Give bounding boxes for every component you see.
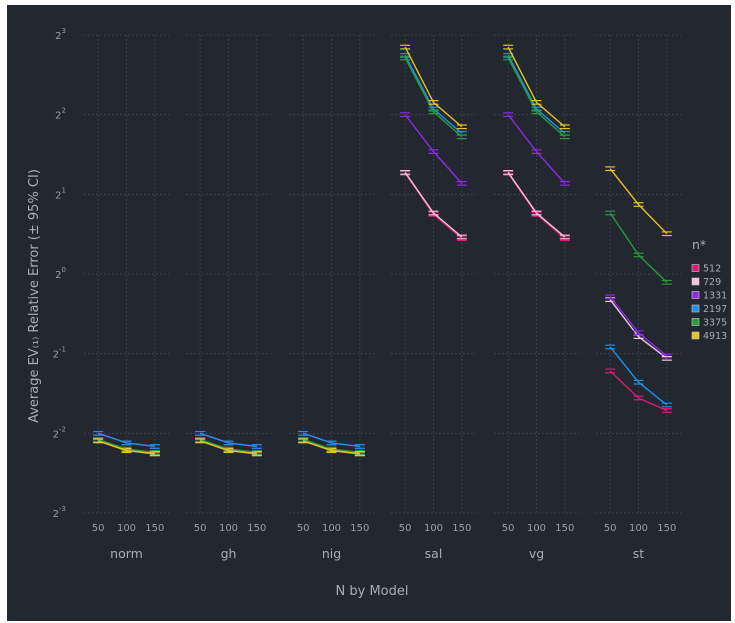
x-axis-title: N by Model bbox=[336, 584, 409, 599]
series-line-4913 bbox=[97, 440, 155, 455]
legend-title: n* bbox=[692, 237, 706, 252]
x-tick-label: 100 bbox=[629, 523, 648, 534]
x-tick-label: 150 bbox=[350, 523, 369, 534]
y-tick-label: 2-3 bbox=[53, 505, 66, 520]
x-tick-label: 100 bbox=[424, 523, 443, 534]
y-tick-label: 23 bbox=[55, 27, 66, 42]
series-line-4913 bbox=[302, 440, 360, 455]
legend-swatch-512 bbox=[691, 264, 700, 272]
series-line-4913 bbox=[404, 46, 463, 128]
x-tick-label: 100 bbox=[527, 523, 546, 534]
x-tick-label: 50 bbox=[92, 523, 105, 534]
series-line-729 bbox=[507, 172, 566, 238]
panel-label-norm: norm bbox=[110, 546, 143, 561]
x-tick-label: 150 bbox=[247, 523, 266, 534]
legend: n* 512 729 1331 2197 3375 4913 bbox=[691, 237, 727, 342]
x-tick-label: 50 bbox=[399, 523, 412, 534]
legend-swatch-729 bbox=[691, 277, 700, 286]
series-line-729 bbox=[404, 172, 463, 238]
series-line-2197 bbox=[609, 346, 668, 406]
series-line-1331 bbox=[609, 296, 668, 357]
series-line-4913 bbox=[507, 46, 566, 128]
y-tick-label: 2-2 bbox=[53, 425, 66, 440]
legend-swatch-3375 bbox=[691, 318, 700, 326]
x-tick-label: 100 bbox=[117, 523, 136, 534]
y-tick-label: 22 bbox=[55, 107, 66, 122]
panel-label-gh: gh bbox=[221, 546, 237, 561]
x-tick-label: 50 bbox=[502, 523, 515, 534]
legend-label-1331: 1331 bbox=[703, 291, 727, 302]
panel-label-sal: sal bbox=[425, 546, 443, 561]
series-marks bbox=[93, 44, 672, 457]
series-line-1331 bbox=[507, 114, 566, 184]
y-axis-title: Average EV₍₁₎ Relative Error (± 95% CI) bbox=[27, 169, 42, 423]
y-tick-label: 21 bbox=[55, 186, 66, 201]
series-line-2197 bbox=[507, 55, 566, 134]
legend-label-512: 512 bbox=[703, 264, 721, 275]
series-line-3375 bbox=[507, 57, 566, 138]
x-tick-label: 150 bbox=[657, 523, 676, 534]
series-line-512 bbox=[609, 370, 668, 412]
x-tick-label: 150 bbox=[452, 523, 471, 534]
series-line-2197 bbox=[97, 432, 155, 448]
x-tick-label: 150 bbox=[145, 523, 164, 534]
legend-swatch-4913 bbox=[691, 331, 700, 340]
axis-labels: 2-3 2-2 2-1 20 21 22 23 50 100 150 norm 50 100 150 gh 5… bbox=[53, 27, 677, 561]
panel-label-st: st bbox=[633, 546, 645, 561]
series-line-2197 bbox=[404, 55, 463, 134]
legend-label-2197: 2197 bbox=[703, 304, 727, 315]
legend-label-4913: 4913 bbox=[703, 331, 727, 342]
series-line-3375 bbox=[609, 212, 668, 283]
x-tick-label: 100 bbox=[322, 523, 341, 534]
series-line-2197 bbox=[302, 432, 360, 448]
series-line-1331 bbox=[404, 114, 463, 184]
panel-label-vg: vg bbox=[529, 546, 544, 561]
legend-swatch-1331 bbox=[691, 291, 700, 299]
x-tick-label: 150 bbox=[555, 523, 574, 534]
legend-label-3375: 3375 bbox=[703, 318, 727, 329]
x-tick-label: 50 bbox=[604, 523, 617, 534]
y-tick-label: 20 bbox=[55, 266, 66, 281]
series-line-4913 bbox=[199, 440, 257, 455]
series-line-3375 bbox=[404, 57, 463, 138]
x-tick-label: 50 bbox=[297, 523, 310, 534]
series-line-729 bbox=[609, 299, 668, 359]
legend-label-729: 729 bbox=[703, 277, 721, 288]
series-line-4913 bbox=[609, 168, 668, 235]
x-tick-label: 50 bbox=[194, 523, 207, 534]
panel-label-nig: nig bbox=[322, 546, 341, 561]
legend-swatch-2197 bbox=[691, 304, 700, 313]
y-tick-label: 2-1 bbox=[53, 346, 66, 361]
x-tick-label: 100 bbox=[219, 523, 238, 534]
series-line-2197 bbox=[199, 432, 257, 448]
